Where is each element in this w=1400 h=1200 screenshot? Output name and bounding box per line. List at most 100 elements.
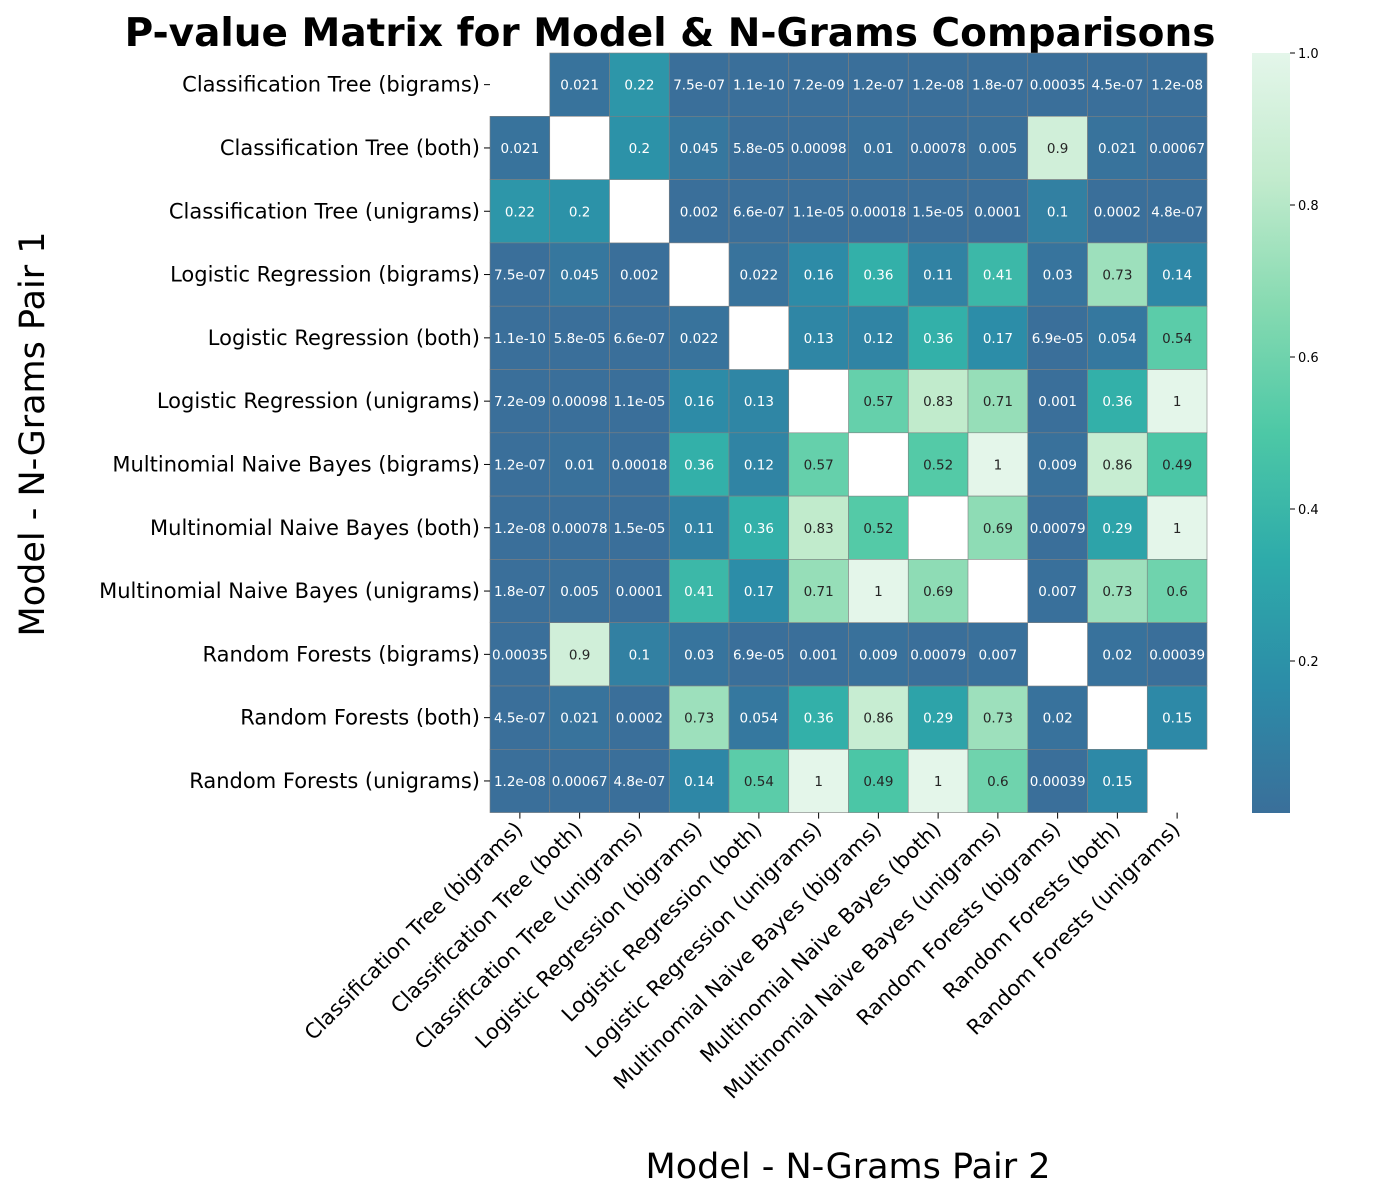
heatmap-cell xyxy=(848,116,909,180)
cell-value-label: 1.2e-08 xyxy=(494,774,546,790)
heatmap-cell xyxy=(668,305,730,370)
heatmap-cell xyxy=(609,116,670,180)
cell-value-label: 0.73 xyxy=(1102,584,1132,600)
heatmap-cell xyxy=(668,116,730,180)
colorbar: 0.2 0.4 0.6 0.8 1.0 xyxy=(1252,47,1319,813)
heatmap-cell xyxy=(967,622,1029,687)
cell-value-label: 0.29 xyxy=(923,711,953,727)
heatmap-cell xyxy=(668,179,730,244)
heatmap-cell xyxy=(907,622,969,687)
heatmap-cell xyxy=(1146,369,1208,434)
heatmap-cell xyxy=(489,622,551,687)
heatmap-cell xyxy=(489,179,551,244)
heatmap-cell xyxy=(848,369,909,434)
cell-value-label: 0.16 xyxy=(684,394,714,410)
cell-value-label: 1.2e-08 xyxy=(494,521,546,537)
cell-value-label: 0.16 xyxy=(804,268,834,284)
cell-value-label: 0.29 xyxy=(1102,521,1132,537)
heatmap-cell xyxy=(1146,52,1208,117)
heatmap-cell xyxy=(1087,622,1148,687)
cell-value-label: 0.6 xyxy=(987,774,1008,790)
cell-value-label: 1.8e-07 xyxy=(494,584,546,600)
heatmap-cell xyxy=(967,52,1029,117)
heatmap-cell xyxy=(1027,179,1088,244)
cell-value-label: 0.57 xyxy=(863,394,893,410)
cell-value-label: 0.1 xyxy=(629,647,650,663)
cell-value-label: 0.0002 xyxy=(616,711,663,727)
cell-value-label: 0.2 xyxy=(569,204,590,220)
cell-value-label: 0.01 xyxy=(863,141,893,157)
heatmap-cell xyxy=(609,242,670,307)
heatmap-cell xyxy=(668,559,730,624)
heatmap-cell xyxy=(549,305,610,370)
cell-value-label: 0.22 xyxy=(624,78,654,94)
cell-value-label: 0.49 xyxy=(1162,457,1192,473)
heatmap-cell xyxy=(549,748,610,813)
cell-value-label: 0.22 xyxy=(505,204,535,220)
x-tick-labels: Classification Tree (bigrams)Classificat… xyxy=(300,812,1185,1103)
cell-value-label: 1.1e-05 xyxy=(613,394,665,410)
heatmap-cell xyxy=(788,305,849,370)
heatmap-cell xyxy=(967,748,1029,813)
heatmap-cell xyxy=(788,685,849,750)
cell-value-label: 1.2e-07 xyxy=(852,78,904,94)
x-tick-label: Multinomial Naive Bayes (unigrams) xyxy=(719,817,1005,1103)
y-tick-label: Logistic Regression (both) xyxy=(208,326,480,350)
heatmap-cell xyxy=(848,748,909,813)
cell-value-label: 0.49 xyxy=(863,774,893,790)
y-tick-label: Random Forests (both) xyxy=(240,706,480,730)
heatmap-cell xyxy=(1027,242,1088,307)
heatmap-cell xyxy=(788,242,849,307)
heatmap-cell xyxy=(848,179,909,244)
cell-value-label: 0.021 xyxy=(560,78,599,94)
cell-value-label: 0.0001 xyxy=(616,584,663,600)
cell-value-label: 0.009 xyxy=(1038,457,1077,473)
cell-value-label: 0.83 xyxy=(804,521,834,537)
cell-value-label: 0.00098 xyxy=(552,394,608,410)
cell-value-label: 1 xyxy=(934,774,943,790)
heatmap-cell xyxy=(668,748,730,813)
heatmap-cell xyxy=(549,52,610,117)
colorbar-tick-label: 0.6 xyxy=(1298,351,1319,366)
cell-value-label: 0.0001 xyxy=(974,204,1021,220)
colorbar-tick-label: 0.4 xyxy=(1298,503,1319,518)
heatmap-cell xyxy=(728,622,790,687)
cell-value-label: 0.002 xyxy=(680,204,719,220)
cell-value-label: 0.41 xyxy=(983,268,1013,284)
heatmap-cell xyxy=(489,432,551,497)
heatmap-cell xyxy=(907,748,969,813)
cell-value-label: 0.00018 xyxy=(611,457,667,473)
heatmap-cell xyxy=(728,748,790,813)
heatmap-cell xyxy=(1087,52,1148,117)
heatmap-cell xyxy=(1087,559,1148,624)
y-tick-label: Random Forests (unigrams) xyxy=(189,769,480,793)
heatmap-cell xyxy=(728,242,790,307)
cell-value-label: 0.054 xyxy=(1098,331,1137,347)
cell-value-label: 1.1e-05 xyxy=(793,204,845,220)
y-tick-label: Logistic Regression (unigrams) xyxy=(157,389,480,413)
cell-value-label: 6.6e-07 xyxy=(613,331,665,347)
heatmap-cell xyxy=(1027,559,1088,624)
cell-value-label: 0.73 xyxy=(684,711,714,727)
y-tick-label: Multinomial Naive Bayes (bigrams) xyxy=(112,452,480,476)
cell-value-label: 0.045 xyxy=(680,141,719,157)
heatmap-cell xyxy=(609,685,670,750)
cell-value-label: 1 xyxy=(814,774,823,790)
x-axis-label: Model - N-Grams Pair 2 xyxy=(646,1147,1051,1187)
cell-value-label: 4.5e-07 xyxy=(494,711,546,727)
cell-value-label: 1.2e-08 xyxy=(1151,78,1203,94)
heatmap-cells: 0.021 0.22 7.5e-07 1.1e-10 7.2e-09 1.2e-07 1.2… xyxy=(489,52,1208,813)
cell-value-label: 0.36 xyxy=(1102,394,1132,410)
heatmap-cell xyxy=(1146,559,1208,624)
heatmap-cell xyxy=(1146,179,1208,244)
heatmap-cell xyxy=(728,116,790,180)
heatmap-cell xyxy=(1027,748,1088,813)
cell-value-label: 5.8e-05 xyxy=(733,141,785,157)
y-tick-label: Classification Tree (unigrams) xyxy=(169,199,480,223)
cell-value-label: 0.007 xyxy=(1038,584,1077,600)
heatmap-cell xyxy=(848,622,909,687)
heatmap-cell xyxy=(489,495,551,560)
cell-value-label: 0.36 xyxy=(744,521,774,537)
heatmap-cell xyxy=(668,495,730,560)
y-axis-label: Model - N-Grams Pair 1 xyxy=(13,232,53,637)
